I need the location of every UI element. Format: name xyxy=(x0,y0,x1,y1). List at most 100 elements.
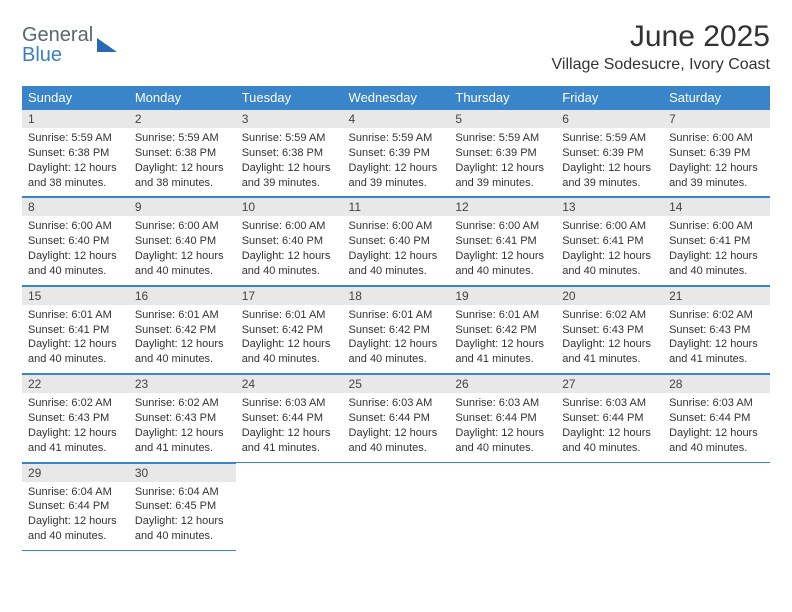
day-content: Sunrise: 5:59 AMSunset: 6:38 PMDaylight:… xyxy=(22,128,129,196)
calendar-day-cell: 9Sunrise: 6:00 AMSunset: 6:40 PMDaylight… xyxy=(129,197,236,285)
day-content: Sunrise: 6:00 AMSunset: 6:41 PMDaylight:… xyxy=(663,216,770,284)
day-content: Sunrise: 6:00 AMSunset: 6:40 PMDaylight:… xyxy=(22,216,129,284)
month-title: June 2025 xyxy=(552,20,770,54)
day-number: 5 xyxy=(449,109,556,128)
day-content: Sunrise: 6:02 AMSunset: 6:43 PMDaylight:… xyxy=(129,393,236,461)
day-number: 15 xyxy=(22,286,129,305)
day-number: 27 xyxy=(556,374,663,393)
calendar-day-cell: 25Sunrise: 6:03 AMSunset: 6:44 PMDayligh… xyxy=(343,374,450,462)
calendar-day-cell: 18Sunrise: 6:01 AMSunset: 6:42 PMDayligh… xyxy=(343,285,450,373)
day-number: 17 xyxy=(236,286,343,305)
calendar-day-cell: 6Sunrise: 5:59 AMSunset: 6:39 PMDaylight… xyxy=(556,109,663,197)
day-number: 21 xyxy=(663,286,770,305)
day-number: 25 xyxy=(343,374,450,393)
calendar-day-cell: 22Sunrise: 6:02 AMSunset: 6:43 PMDayligh… xyxy=(22,374,129,462)
calendar-day-cell: 21Sunrise: 6:02 AMSunset: 6:43 PMDayligh… xyxy=(663,285,770,373)
weekday-header: Monday xyxy=(129,86,236,109)
calendar-day-cell: 13Sunrise: 6:00 AMSunset: 6:41 PMDayligh… xyxy=(556,197,663,285)
calendar-day-cell xyxy=(556,462,663,550)
calendar-day-cell xyxy=(663,462,770,550)
day-number: 18 xyxy=(343,286,450,305)
day-number: 3 xyxy=(236,109,343,128)
day-content: Sunrise: 6:01 AMSunset: 6:42 PMDaylight:… xyxy=(343,305,450,373)
day-number: 19 xyxy=(449,286,556,305)
weekday-header: Thursday xyxy=(449,86,556,109)
day-number: 14 xyxy=(663,197,770,216)
day-content: Sunrise: 6:04 AMSunset: 6:44 PMDaylight:… xyxy=(22,482,129,550)
day-number: 29 xyxy=(22,463,129,482)
calendar-day-cell: 24Sunrise: 6:03 AMSunset: 6:44 PMDayligh… xyxy=(236,374,343,462)
day-content: Sunrise: 6:01 AMSunset: 6:42 PMDaylight:… xyxy=(129,305,236,373)
calendar-day-cell: 19Sunrise: 6:01 AMSunset: 6:42 PMDayligh… xyxy=(449,285,556,373)
day-number: 20 xyxy=(556,286,663,305)
day-content: Sunrise: 5:59 AMSunset: 6:39 PMDaylight:… xyxy=(449,128,556,196)
calendar-day-cell: 3Sunrise: 5:59 AMSunset: 6:38 PMDaylight… xyxy=(236,109,343,197)
day-content: Sunrise: 6:03 AMSunset: 6:44 PMDaylight:… xyxy=(663,393,770,461)
calendar-day-cell: 14Sunrise: 6:00 AMSunset: 6:41 PMDayligh… xyxy=(663,197,770,285)
day-number: 24 xyxy=(236,374,343,393)
day-number: 11 xyxy=(343,197,450,216)
day-content: Sunrise: 5:59 AMSunset: 6:39 PMDaylight:… xyxy=(556,128,663,196)
day-number: 13 xyxy=(556,197,663,216)
calendar-day-cell: 23Sunrise: 6:02 AMSunset: 6:43 PMDayligh… xyxy=(129,374,236,462)
location: Village Sodesucre, Ivory Coast xyxy=(552,56,770,74)
calendar-day-cell: 30Sunrise: 6:04 AMSunset: 6:45 PMDayligh… xyxy=(129,462,236,550)
day-number: 2 xyxy=(129,109,236,128)
day-number: 1 xyxy=(22,109,129,128)
day-content: Sunrise: 6:00 AMSunset: 6:41 PMDaylight:… xyxy=(556,216,663,284)
weekday-header: Saturday xyxy=(663,86,770,109)
calendar-day-cell: 15Sunrise: 6:01 AMSunset: 6:41 PMDayligh… xyxy=(22,285,129,373)
calendar-week-row: 22Sunrise: 6:02 AMSunset: 6:43 PMDayligh… xyxy=(22,374,770,462)
title-block: June 2025 Village Sodesucre, Ivory Coast xyxy=(552,20,770,74)
calendar-day-cell: 1Sunrise: 5:59 AMSunset: 6:38 PMDaylight… xyxy=(22,109,129,197)
day-number: 6 xyxy=(556,109,663,128)
logo-text-general: General xyxy=(22,24,93,46)
calendar-day-cell xyxy=(236,462,343,550)
day-content: Sunrise: 5:59 AMSunset: 6:38 PMDaylight:… xyxy=(236,128,343,196)
calendar-day-cell xyxy=(449,462,556,550)
calendar-day-cell: 11Sunrise: 6:00 AMSunset: 6:40 PMDayligh… xyxy=(343,197,450,285)
calendar-day-cell xyxy=(343,462,450,550)
logo-triangle-icon xyxy=(97,38,117,52)
calendar-week-row: 1Sunrise: 5:59 AMSunset: 6:38 PMDaylight… xyxy=(22,109,770,197)
calendar-day-cell: 17Sunrise: 6:01 AMSunset: 6:42 PMDayligh… xyxy=(236,285,343,373)
day-number: 4 xyxy=(343,109,450,128)
day-number: 10 xyxy=(236,197,343,216)
day-number: 22 xyxy=(22,374,129,393)
day-content: Sunrise: 5:59 AMSunset: 6:39 PMDaylight:… xyxy=(343,128,450,196)
logo: General Blue xyxy=(22,26,117,65)
calendar-week-row: 15Sunrise: 6:01 AMSunset: 6:41 PMDayligh… xyxy=(22,285,770,373)
day-content: Sunrise: 6:00 AMSunset: 6:41 PMDaylight:… xyxy=(449,216,556,284)
day-content: Sunrise: 6:00 AMSunset: 6:40 PMDaylight:… xyxy=(129,216,236,284)
day-content: Sunrise: 6:03 AMSunset: 6:44 PMDaylight:… xyxy=(236,393,343,461)
day-content: Sunrise: 6:01 AMSunset: 6:41 PMDaylight:… xyxy=(22,305,129,373)
weekday-header: Wednesday xyxy=(343,86,450,109)
day-number: 7 xyxy=(663,109,770,128)
day-content: Sunrise: 6:03 AMSunset: 6:44 PMDaylight:… xyxy=(343,393,450,461)
calendar-table: Sunday Monday Tuesday Wednesday Thursday… xyxy=(22,86,770,551)
calendar-day-cell: 28Sunrise: 6:03 AMSunset: 6:44 PMDayligh… xyxy=(663,374,770,462)
calendar-day-cell: 12Sunrise: 6:00 AMSunset: 6:41 PMDayligh… xyxy=(449,197,556,285)
calendar-week-row: 29Sunrise: 6:04 AMSunset: 6:44 PMDayligh… xyxy=(22,462,770,550)
day-content: Sunrise: 6:00 AMSunset: 6:39 PMDaylight:… xyxy=(663,128,770,196)
day-content: Sunrise: 6:00 AMSunset: 6:40 PMDaylight:… xyxy=(343,216,450,284)
weekday-header: Friday xyxy=(556,86,663,109)
weekday-header: Sunday xyxy=(22,86,129,109)
day-content: Sunrise: 6:04 AMSunset: 6:45 PMDaylight:… xyxy=(129,482,236,550)
day-number: 30 xyxy=(129,463,236,482)
calendar-day-cell: 8Sunrise: 6:00 AMSunset: 6:40 PMDaylight… xyxy=(22,197,129,285)
day-number: 12 xyxy=(449,197,556,216)
calendar-day-cell: 27Sunrise: 6:03 AMSunset: 6:44 PMDayligh… xyxy=(556,374,663,462)
day-number: 23 xyxy=(129,374,236,393)
calendar-day-cell: 5Sunrise: 5:59 AMSunset: 6:39 PMDaylight… xyxy=(449,109,556,197)
day-number: 28 xyxy=(663,374,770,393)
calendar-day-cell: 16Sunrise: 6:01 AMSunset: 6:42 PMDayligh… xyxy=(129,285,236,373)
calendar-day-cell: 2Sunrise: 5:59 AMSunset: 6:38 PMDaylight… xyxy=(129,109,236,197)
day-number: 16 xyxy=(129,286,236,305)
weekday-header: Tuesday xyxy=(236,86,343,109)
day-content: Sunrise: 5:59 AMSunset: 6:38 PMDaylight:… xyxy=(129,128,236,196)
day-number: 9 xyxy=(129,197,236,216)
logo-text-blue: Blue xyxy=(22,46,93,65)
calendar-day-cell: 26Sunrise: 6:03 AMSunset: 6:44 PMDayligh… xyxy=(449,374,556,462)
day-content: Sunrise: 6:01 AMSunset: 6:42 PMDaylight:… xyxy=(449,305,556,373)
